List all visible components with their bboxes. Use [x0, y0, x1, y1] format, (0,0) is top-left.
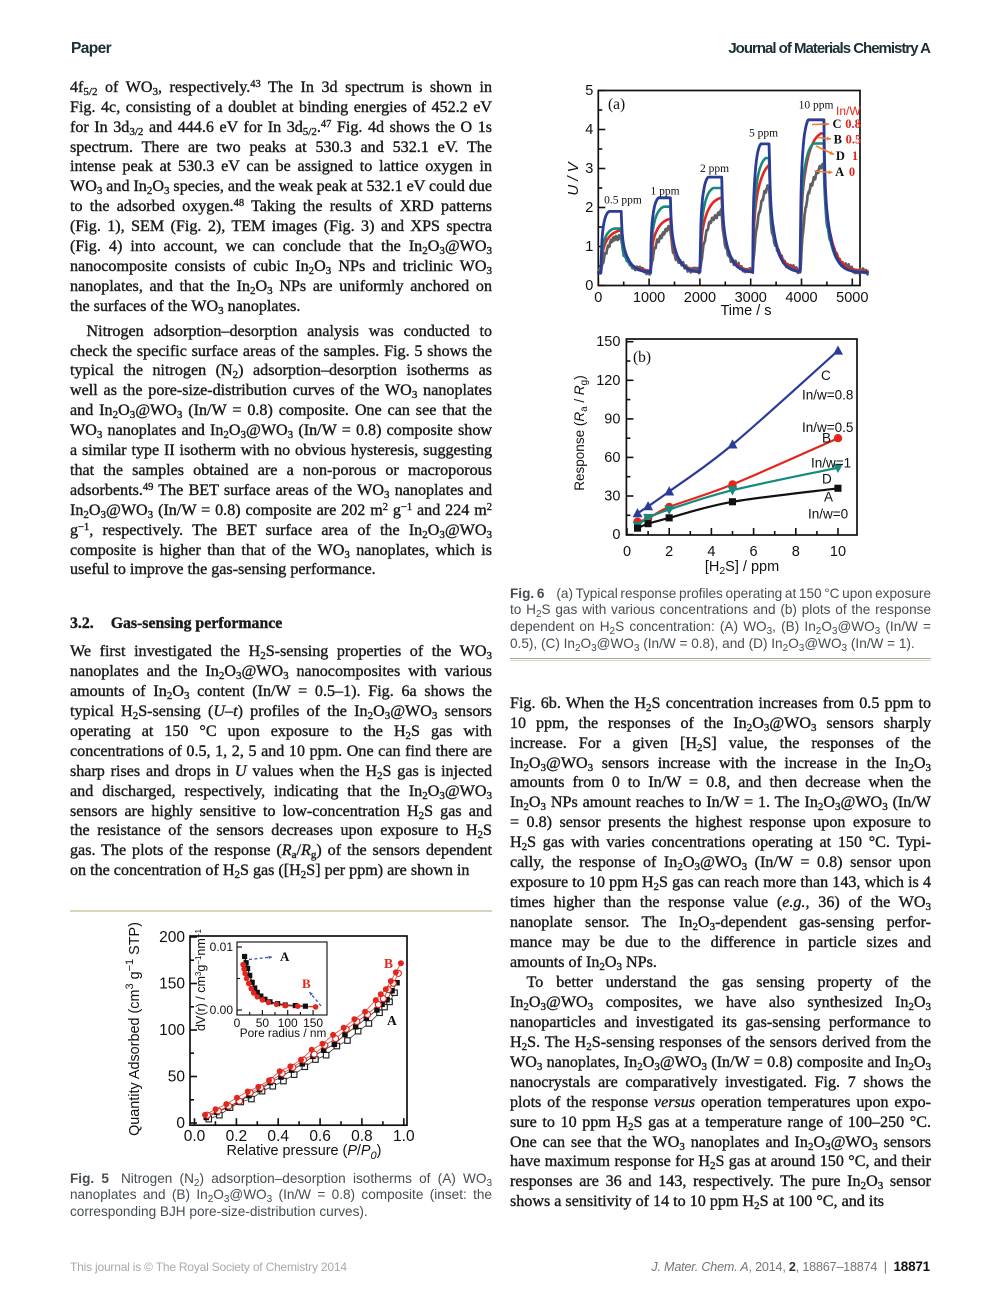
svg-text:150: 150 [303, 1016, 323, 1030]
svg-text:100: 100 [278, 1016, 298, 1030]
svg-text:5 ppm: 5 ppm [749, 128, 778, 140]
svg-text:0.2: 0.2 [226, 1128, 248, 1145]
svg-text:D: D [836, 149, 845, 163]
svg-text:1.0: 1.0 [393, 1128, 415, 1145]
svg-text:Relative pressure (P/P0): Relative pressure (P/P0) [227, 1143, 382, 1162]
svg-text:In/W: In/W [836, 104, 861, 118]
svg-text:3000: 3000 [735, 290, 767, 306]
svg-text:0.4: 0.4 [267, 1128, 289, 1145]
svg-text:[H2S] / ppm: [H2S] / ppm [705, 559, 779, 577]
svg-text:2: 2 [665, 544, 673, 560]
svg-text:0.01: 0.01 [210, 940, 234, 954]
svg-text:(b): (b) [633, 349, 651, 366]
svg-text:30: 30 [604, 489, 620, 505]
svg-text:In/w=1: In/w=1 [811, 456, 851, 471]
svg-text:6: 6 [750, 544, 758, 560]
svg-text:A: A [835, 165, 844, 179]
svg-text:150: 150 [596, 334, 620, 350]
svg-text:C: C [833, 117, 842, 131]
svg-text:0.5: 0.5 [846, 132, 862, 146]
svg-text:In/w=0: In/w=0 [808, 507, 848, 522]
svg-text:0: 0 [612, 527, 620, 543]
svg-text:1000: 1000 [633, 290, 665, 306]
svg-text:Time / s: Time / s [720, 303, 771, 319]
svg-text:0: 0 [176, 1115, 185, 1132]
svg-text:10: 10 [830, 544, 846, 560]
svg-text:U / V: U / V [565, 160, 582, 195]
svg-text:A: A [280, 949, 290, 964]
svg-text:B: B [302, 976, 311, 991]
svg-text:2000: 2000 [684, 290, 716, 306]
svg-text:B: B [834, 132, 842, 146]
svg-text:50: 50 [256, 1016, 270, 1030]
svg-text:5000: 5000 [836, 290, 868, 306]
svg-text:0.0: 0.0 [184, 1128, 206, 1145]
svg-text:0: 0 [585, 278, 593, 294]
svg-text:200: 200 [159, 929, 185, 946]
svg-text:B: B [822, 431, 831, 446]
svg-text:B: B [384, 956, 393, 971]
svg-text:100: 100 [159, 1022, 185, 1039]
svg-text:0: 0 [623, 544, 631, 560]
svg-text:0.6: 0.6 [309, 1128, 331, 1145]
svg-text:10 ppm: 10 ppm [799, 100, 834, 112]
svg-text:0.8: 0.8 [845, 117, 861, 131]
svg-text:4: 4 [707, 544, 715, 560]
svg-text:3: 3 [585, 161, 593, 177]
svg-text:1: 1 [852, 149, 858, 163]
svg-text:D: D [822, 472, 832, 487]
svg-text:4: 4 [585, 122, 593, 138]
svg-text:2: 2 [585, 200, 593, 216]
svg-text:(a): (a) [608, 96, 625, 113]
svg-text:50: 50 [168, 1069, 186, 1086]
svg-text:4000: 4000 [785, 290, 817, 306]
svg-text:A: A [824, 490, 833, 505]
svg-text:0.8: 0.8 [351, 1128, 373, 1145]
svg-text:0: 0 [849, 165, 855, 179]
svg-text:In/w=0.8: In/w=0.8 [802, 388, 853, 403]
svg-text:In/w=0.5: In/w=0.5 [802, 420, 853, 435]
svg-text:Pore radius / nm: Pore radius / nm [240, 1026, 327, 1040]
svg-text:C: C [821, 368, 831, 383]
svg-text:0: 0 [594, 290, 602, 306]
svg-text:0: 0 [234, 1016, 241, 1030]
svg-text:60: 60 [604, 450, 620, 466]
svg-text:150: 150 [159, 976, 185, 993]
svg-text:5: 5 [585, 83, 593, 99]
svg-text:0.5 ppm: 0.5 ppm [604, 195, 642, 207]
svg-text:Quantity Adsorbed (cm3 g−1 STP: Quantity Adsorbed (cm3 g−1 STP) [124, 922, 143, 1136]
svg-text:1 ppm: 1 ppm [650, 186, 679, 198]
svg-text:1: 1 [585, 239, 593, 255]
svg-text:0.00: 0.00 [210, 1003, 234, 1017]
svg-text:2 ppm: 2 ppm [700, 163, 729, 175]
svg-text:120: 120 [596, 373, 620, 389]
svg-text:90: 90 [604, 411, 620, 427]
svg-text:A: A [387, 1013, 397, 1028]
svg-text:dV(r) / cm3g−1nm−1: dV(r) / cm3g−1nm−1 [194, 929, 208, 1031]
svg-text:8: 8 [792, 544, 800, 560]
svg-text:Response (Ra / Rg): Response (Ra / Rg) [572, 375, 590, 490]
